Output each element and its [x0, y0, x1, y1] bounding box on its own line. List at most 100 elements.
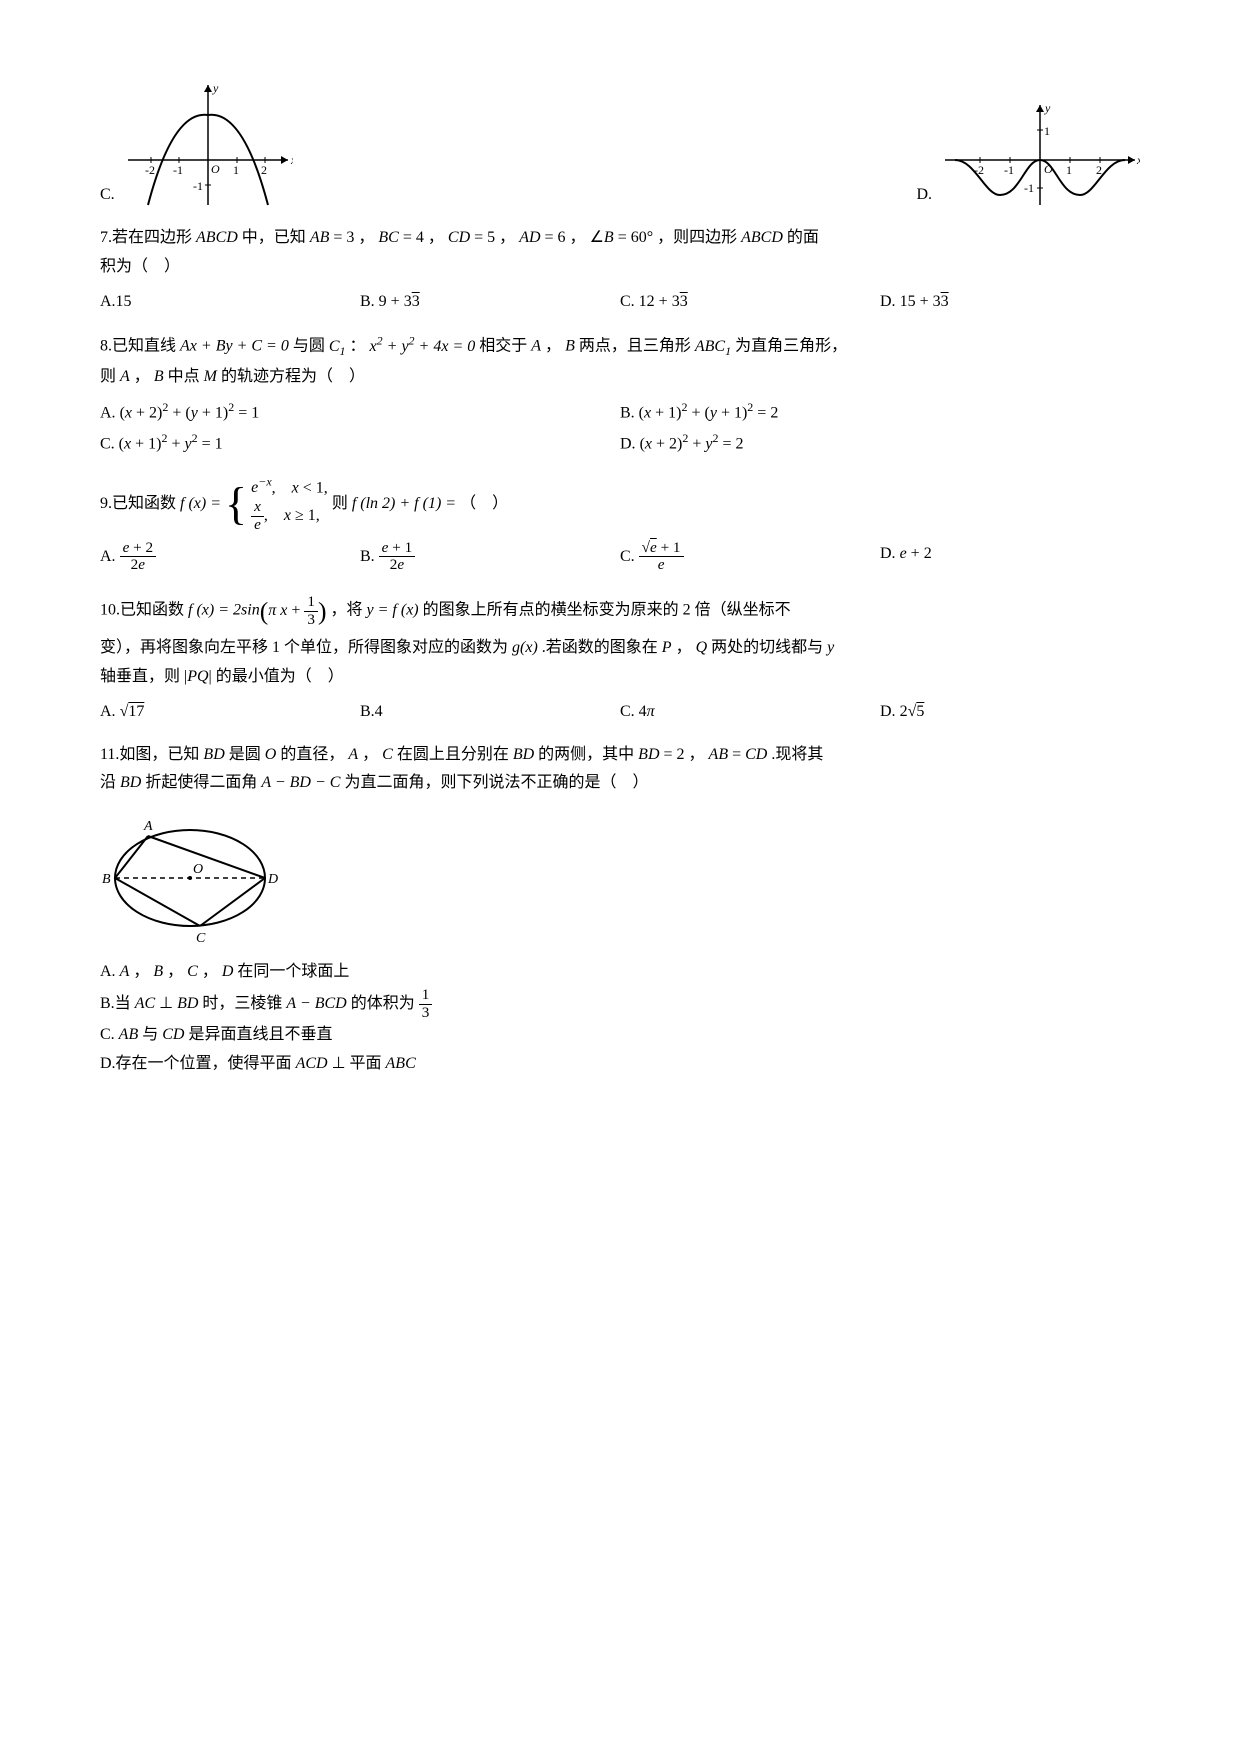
q8-c2: ， [134, 368, 150, 385]
svg-text:C: C [196, 931, 206, 946]
q10-fx: f (x) = 2sin [188, 602, 260, 619]
q8bp: B. [620, 405, 635, 422]
q11-abcd: AB = CD [709, 746, 772, 763]
q11-t2: 是圆 [229, 746, 261, 763]
q11-opt-c: C. AB 与 CD 是异面直线且不垂直 [100, 1021, 1140, 1050]
q8-pa2: A [120, 368, 130, 385]
q7-t5: 积为（ ） [100, 258, 180, 275]
q9dp: D. [880, 545, 896, 562]
q11b-frac: 13 [419, 987, 433, 1021]
svg-text:x: x [1136, 153, 1140, 167]
q10-a: A. √17 [100, 698, 360, 727]
svg-text:1: 1 [1066, 163, 1072, 177]
q11-opt-a: A. A ， B ， C ， D 在同一个球面上 [100, 958, 1140, 987]
svg-text:A: A [143, 819, 153, 834]
q7-c: C. 12 + 33 [620, 288, 880, 317]
svg-text:B: B [102, 872, 111, 887]
q10: 10.已知函数 f (x) = 2sin(π x + 13) ，将 y = f … [100, 588, 1140, 692]
q10-t6: 两处的切线都与 [711, 639, 823, 656]
q11a5: D [222, 963, 234, 980]
q7-d: D. 15 + 33 [880, 288, 1140, 317]
q11b1: B.当 [100, 995, 131, 1012]
q11-figure: A B C D O [100, 808, 1140, 948]
q7-t3: ，则四边形 [657, 229, 737, 246]
q10-d: D. 2√5 [880, 698, 1140, 727]
q11bn: 1 [419, 987, 433, 1005]
svg-text:-2: -2 [145, 163, 155, 177]
q11b-tet: A − BCD [286, 995, 350, 1012]
q8-t6: 则 [100, 368, 116, 385]
q11d2: ⊥ 平面 [332, 1055, 382, 1072]
graph-d: D. x y O -2 -1 1 2 1 -1 [916, 100, 1140, 210]
svg-text:-2: -2 [974, 163, 984, 177]
q8-tri: ABC1 [695, 338, 735, 355]
q11-t4: 在圆上且分别在 [397, 746, 509, 763]
q11-opt-d: D.存在一个位置，使得平面 ACD ⊥ 平面 ABC [100, 1050, 1140, 1079]
svg-text:1: 1 [1044, 124, 1050, 138]
q10-q: Q [696, 639, 708, 656]
q11-a: A [348, 746, 358, 763]
q8-pb: B [565, 338, 575, 355]
q11-t5: 的两侧，其中 [538, 746, 634, 763]
q11: 11.如图，已知 BD 是圆 O 的直径， A ， C 在圆上且分别在 BD 的… [100, 741, 1140, 799]
q9-c: C. √e + 1e [620, 540, 880, 574]
q10-t9: 的最小值为（ ） [216, 668, 344, 685]
graph-c-svg: x y O -2 -1 1 2 -1 [123, 80, 293, 210]
q11-svg: A B C D O [100, 808, 280, 948]
q7-b: B. 9 + 33 [360, 288, 620, 317]
q7-cd: CD = 5 [448, 229, 499, 246]
q10-t2: ，将 [331, 602, 363, 619]
q8-t3: 相交于 [479, 338, 527, 355]
q10-t3: 的图象上所有点的横坐标变为原来的 2 倍（纵坐标不 [423, 602, 791, 619]
q8-d: D. (x + 2)2 + y2 = 2 [620, 428, 1140, 459]
q11-bd-eq: BD = 2 [638, 746, 688, 763]
q11-o: O [265, 746, 277, 763]
q8-colon: ： [350, 338, 366, 355]
q11-opt-b: B.当 AC ⊥ BD 时，三棱锥 A − BCD 的体积为 13 [100, 987, 1140, 1021]
svg-text:O: O [193, 862, 203, 877]
q11-c: C [382, 746, 393, 763]
q7-angle: ∠B = 60° [590, 229, 658, 246]
q8-t2: 与圆 [293, 338, 325, 355]
q7-shape: ABCD [196, 229, 238, 246]
graph-c-label: C. [100, 181, 115, 210]
q11c1: C. [100, 1026, 115, 1043]
q9-b: B. e + 12e [360, 540, 620, 574]
q8-pm: M [204, 368, 217, 385]
q8cp: C. [100, 436, 115, 453]
q9-t1: 9.已知函数 [100, 494, 176, 511]
q11-t1: 11.如图，已知 [100, 746, 199, 763]
q8-pa: A [531, 338, 541, 355]
q11b3: 的体积为 [351, 995, 415, 1012]
q10-yfx: y = f (x) [367, 602, 423, 619]
q10-pq: |PQ| [184, 668, 212, 685]
graph-options-cd: C. x y O -2 -1 1 2 -1 D. [100, 80, 1140, 210]
q11c2: 与 [142, 1026, 158, 1043]
q11a6: 在同一个球面上 [237, 963, 349, 980]
svg-text:O: O [211, 162, 220, 176]
graph-d-svg: x y O -2 -1 1 2 1 -1 [940, 100, 1140, 210]
q11dacd: ACD [296, 1055, 328, 1072]
q7-a: A.15 [100, 288, 360, 317]
q10-y: y [827, 639, 834, 656]
q10-t1: 10.已知函数 [100, 602, 184, 619]
q11-t8: 折起使得二面角 [145, 774, 257, 791]
svg-text:-1: -1 [173, 163, 183, 177]
q9-options: A. e + 22e B. e + 12e C. √e + 1e D. e + … [100, 540, 1140, 574]
q11-bd3: BD [120, 774, 141, 791]
q8-options: A. (x + 2)2 + (y + 1)2 = 1 B. (x + 1)2 +… [100, 397, 1140, 459]
svg-text:1: 1 [233, 163, 239, 177]
q11ccd: CD [162, 1026, 184, 1043]
q8-pb2: B [154, 368, 164, 385]
q9: 9.已知函数 f (x) = { e−x, x < 1, xe, x ≥ 1, … [100, 474, 1140, 534]
q7-t2: 中，已知 [242, 229, 306, 246]
q10-arg: (π x + 13) [260, 602, 327, 619]
q10ap: A. [100, 703, 116, 720]
svg-text:-1: -1 [193, 179, 203, 193]
q11b-cond: AC ⊥ BD [135, 995, 203, 1012]
q8-t4: 两点，且三角形 [579, 338, 691, 355]
q7-shape2: ABCD [741, 229, 783, 246]
svg-text:-1: -1 [1024, 181, 1034, 195]
svg-text:x: x [290, 153, 293, 167]
q9ap: A. [100, 548, 116, 565]
